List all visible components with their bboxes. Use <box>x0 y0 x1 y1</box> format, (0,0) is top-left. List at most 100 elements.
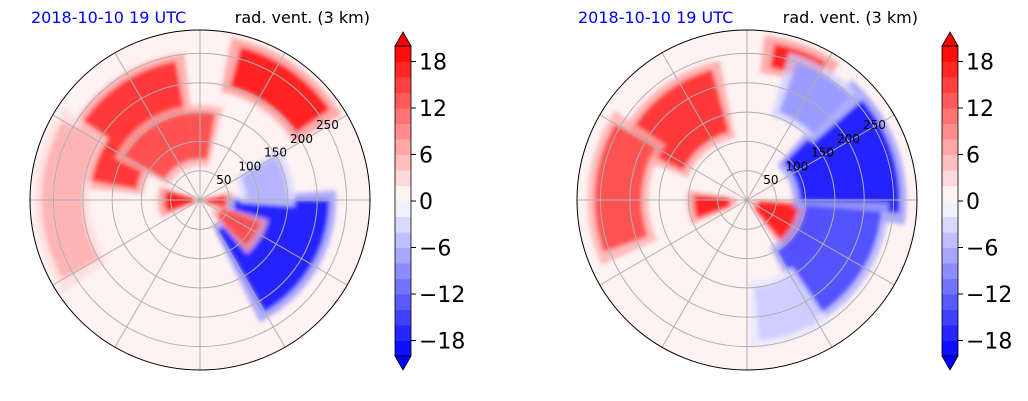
colorbar-segment <box>942 170 958 186</box>
colorbar-tick-label: −6 <box>966 237 998 262</box>
colorbar-segment <box>395 247 411 264</box>
range-ring-label: 250 <box>316 118 339 132</box>
colorbar-tick-label: 18 <box>966 51 994 76</box>
field-feature <box>594 123 656 253</box>
colorbar-tick-label: 0 <box>419 190 433 215</box>
colorbar-segment <box>942 232 958 248</box>
radial-spoke <box>199 114 348 201</box>
panel-left-colorbar: −18 −12 −6 0 6 12 18 <box>394 31 465 371</box>
colorbar-segment <box>395 139 411 155</box>
radial-spoke <box>114 52 201 201</box>
colorbar-segment <box>942 185 958 202</box>
colorbar-segment <box>942 46 958 62</box>
colorbar-segment <box>942 340 958 357</box>
colorbar-segment <box>942 201 958 217</box>
panel-right-colorbar: −18 −12 −6 0 6 12 18 <box>941 31 1012 371</box>
range-ring-label: 150 <box>264 146 287 160</box>
colorbar-segment <box>942 123 958 140</box>
range-ring-label: 200 <box>290 132 313 146</box>
colorbar-segment <box>395 294 411 310</box>
radial-spoke <box>199 199 348 286</box>
colorbar-segment <box>942 216 958 233</box>
range-ring-label: 100 <box>785 160 808 174</box>
panel-right-grid <box>577 30 917 370</box>
panel-left-field <box>30 30 370 370</box>
field-feature <box>694 195 731 218</box>
colorbar-tick-label: −6 <box>419 237 451 262</box>
colorbar-tick-label: 0 <box>966 190 980 215</box>
radial-spoke <box>599 199 748 286</box>
panel-right: 2018-10-10 19 UTC rad. vent. (3 km) 50 10… <box>576 8 1012 371</box>
colorbar-segment <box>942 278 958 295</box>
panel-left-title-date: 2018-10-10 19 UTC <box>31 8 186 27</box>
range-ring-label: 250 <box>863 118 886 132</box>
colorbar-tick-label: −12 <box>419 283 465 308</box>
panel-left-title-variable: rad. vent. (3 km) <box>235 8 370 27</box>
colorbar-segment <box>942 294 958 310</box>
colorbar-segment <box>395 123 411 140</box>
colorbar-extend-min <box>394 355 412 371</box>
colorbar-segment <box>942 61 958 78</box>
radial-spoke <box>746 114 895 201</box>
colorbar-segment <box>942 325 958 341</box>
colorbar-segment <box>942 309 958 326</box>
colorbar-segment <box>395 309 411 326</box>
panel-right-title-date: 2018-10-10 19 UTC <box>578 8 733 27</box>
radial-spoke <box>661 199 748 348</box>
colorbar-tick-label: −12 <box>966 283 1012 308</box>
field-feature <box>216 208 261 246</box>
colorbar-tick-label: 18 <box>419 51 447 76</box>
colorbar-segment <box>942 263 958 279</box>
field-features <box>587 35 907 348</box>
panel-left-grid <box>30 30 370 370</box>
colorbar-segment <box>395 92 411 109</box>
panel-left-disk-border <box>29 29 371 371</box>
colorbar-segment <box>942 77 958 93</box>
panel-right-disk-border <box>576 29 918 371</box>
colorbar-segment <box>395 46 411 62</box>
field-feature <box>754 276 818 341</box>
range-ring-label: 100 <box>238 160 261 174</box>
colorbar-segment <box>395 61 411 78</box>
colorbar-tick-label: 6 <box>419 144 433 169</box>
radial-spoke <box>746 199 833 348</box>
field-feature <box>123 112 216 180</box>
colorbar-segment <box>395 263 411 279</box>
colorbar-segment <box>395 216 411 233</box>
radial-spoke <box>52 114 201 201</box>
colorbar-tick-label: 12 <box>419 97 447 122</box>
radial-spoke <box>199 52 286 201</box>
radial-spoke <box>746 52 833 201</box>
colorbar-extend-max <box>941 31 959 47</box>
radial-spoke <box>52 199 201 286</box>
colorbar-segment <box>942 154 958 171</box>
colorbar-segment <box>395 108 411 124</box>
colorbar-segment <box>942 108 958 124</box>
colorbar-segment <box>395 340 411 357</box>
colorbar-extend-max <box>394 31 412 47</box>
colorbar-segment <box>942 92 958 109</box>
field-features <box>34 37 342 323</box>
radial-spoke <box>746 199 895 286</box>
range-ring-label: 50 <box>763 173 778 187</box>
colorbar-segment <box>942 139 958 155</box>
colorbar-tick-label: −18 <box>966 330 1012 355</box>
range-ring-label: 150 <box>811 146 834 160</box>
colorbar-segment <box>395 325 411 341</box>
colorbar-segment <box>395 154 411 171</box>
colorbar-segment <box>395 201 411 217</box>
range-ring-label: 200 <box>837 132 860 146</box>
colorbar-segment <box>395 232 411 248</box>
field-feature <box>779 62 851 134</box>
field-feature <box>240 156 288 200</box>
colorbar-extend-min <box>941 355 959 371</box>
radial-spoke <box>114 199 201 348</box>
colorbar-tick-label: 6 <box>966 144 980 169</box>
panel-left: 2018-10-10 19 UTC rad. vent. (3 km) 50 10… <box>29 8 465 371</box>
colorbar-segment <box>395 185 411 202</box>
field-feature <box>164 190 195 212</box>
radial-spoke <box>599 114 748 201</box>
